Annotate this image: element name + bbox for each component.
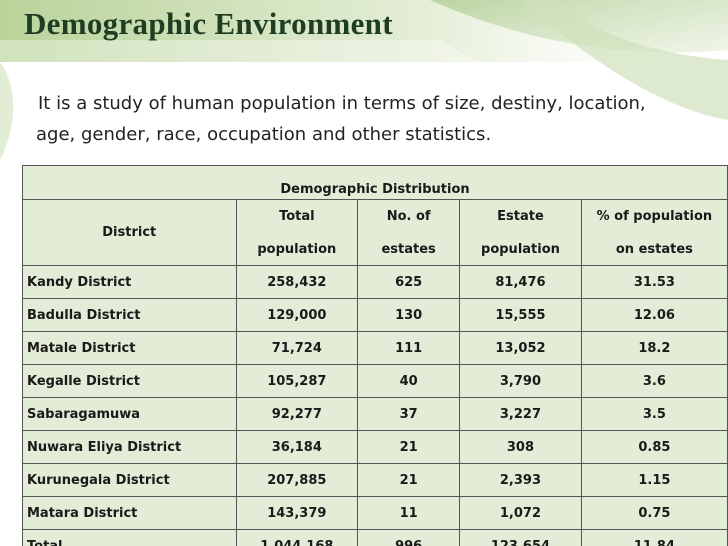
value-cell: 13,052 xyxy=(459,331,582,365)
value-cell: 15,555 xyxy=(459,298,582,332)
value-cell: 207,885 xyxy=(235,463,359,497)
column-header: estates xyxy=(357,232,461,266)
table-row: Matale District 71,724 111 13,052 18.2 xyxy=(22,331,728,365)
table-row: Badulla District 129,000 130 15,555 12.06 xyxy=(22,298,728,332)
district-cell: Matara District xyxy=(22,496,237,530)
column-header: population xyxy=(235,232,359,266)
table-caption: Demographic Distribution xyxy=(22,165,728,200)
value-cell: 92,277 xyxy=(235,397,359,431)
district-cell: Total xyxy=(22,529,237,546)
district-cell: Kandy District xyxy=(22,265,237,299)
value-cell: 1,044,168 xyxy=(235,529,359,546)
district-cell: Badulla District xyxy=(22,298,237,332)
demographic-table: Demographic Distribution District Total No.… xyxy=(22,165,728,546)
table-row: Matara District 143,379 11 1,072 0.75 xyxy=(22,496,728,530)
column-header: Estate xyxy=(459,199,582,233)
column-header: No. of xyxy=(357,199,461,233)
slide-title: Demographic Environment xyxy=(24,6,393,41)
value-cell: 143,379 xyxy=(235,496,359,530)
table-row: Kurunegala District 207,885 21 2,393 1.15 xyxy=(22,463,728,497)
district-cell: Kegalle District xyxy=(22,364,237,398)
table-row: Nuwara Eliya District 36,184 21 308 0.85 xyxy=(22,430,728,464)
value-cell: 3,790 xyxy=(459,364,582,398)
value-cell: 996 xyxy=(357,529,461,546)
value-cell: 3.5 xyxy=(580,397,728,431)
value-cell: 40 xyxy=(357,364,461,398)
column-header: % of population xyxy=(580,199,728,233)
value-cell: 11.84 xyxy=(580,529,728,546)
district-cell: Nuwara Eliya District xyxy=(22,430,237,464)
table-row: Sabaragamuwa 92,277 37 3,227 3.5 xyxy=(22,397,728,431)
district-cell: Sabaragamuwa xyxy=(22,397,237,431)
value-cell: 31.53 xyxy=(580,265,728,299)
value-cell: 12.06 xyxy=(580,298,728,332)
value-cell: 21 xyxy=(357,463,461,497)
value-cell: 105,287 xyxy=(235,364,359,398)
value-cell: 111 xyxy=(357,331,461,365)
caption-row: Demographic Distribution xyxy=(22,165,728,200)
value-cell: 1,072 xyxy=(459,496,582,530)
column-header: District xyxy=(22,199,237,266)
intro-text: It is a study of human population in ter… xyxy=(36,88,646,150)
district-cell: Matale District xyxy=(22,331,237,365)
table-row: Kandy District 258,432 625 81,476 31.53 xyxy=(22,265,728,299)
value-cell: 81,476 xyxy=(459,265,582,299)
column-header: Total xyxy=(235,199,359,233)
value-cell: 37 xyxy=(357,397,461,431)
value-cell: 0.75 xyxy=(580,496,728,530)
value-cell: 129,000 xyxy=(235,298,359,332)
table-row: Total 1,044,168 996 123,654 11.84 xyxy=(22,529,728,546)
value-cell: 1.15 xyxy=(580,463,728,497)
value-cell: 21 xyxy=(357,430,461,464)
table-row: Kegalle District 105,287 40 3,790 3.6 xyxy=(22,364,728,398)
value-cell: 18.2 xyxy=(580,331,728,365)
column-header: population xyxy=(459,232,582,266)
column-header: on estates xyxy=(580,232,728,266)
value-cell: 0.85 xyxy=(580,430,728,464)
value-cell: 308 xyxy=(459,430,582,464)
district-cell: Kurunegala District xyxy=(22,463,237,497)
intro-line: age, gender, race, occupation and other … xyxy=(36,124,492,145)
value-cell: 3.6 xyxy=(580,364,728,398)
value-cell: 36,184 xyxy=(235,430,359,464)
value-cell: 11 xyxy=(357,496,461,530)
value-cell: 2,393 xyxy=(459,463,582,497)
value-cell: 625 xyxy=(357,265,461,299)
intro-line: It is a study of human population in ter… xyxy=(38,93,646,114)
value-cell: 3,227 xyxy=(459,397,582,431)
value-cell: 130 xyxy=(357,298,461,332)
value-cell: 71,724 xyxy=(235,331,359,365)
value-cell: 258,432 xyxy=(235,265,359,299)
header-row: District Total No. of Estate% of population xyxy=(22,199,728,266)
header-row: population estates population on estates xyxy=(23,232,728,266)
value-cell: 123,654 xyxy=(459,529,582,546)
